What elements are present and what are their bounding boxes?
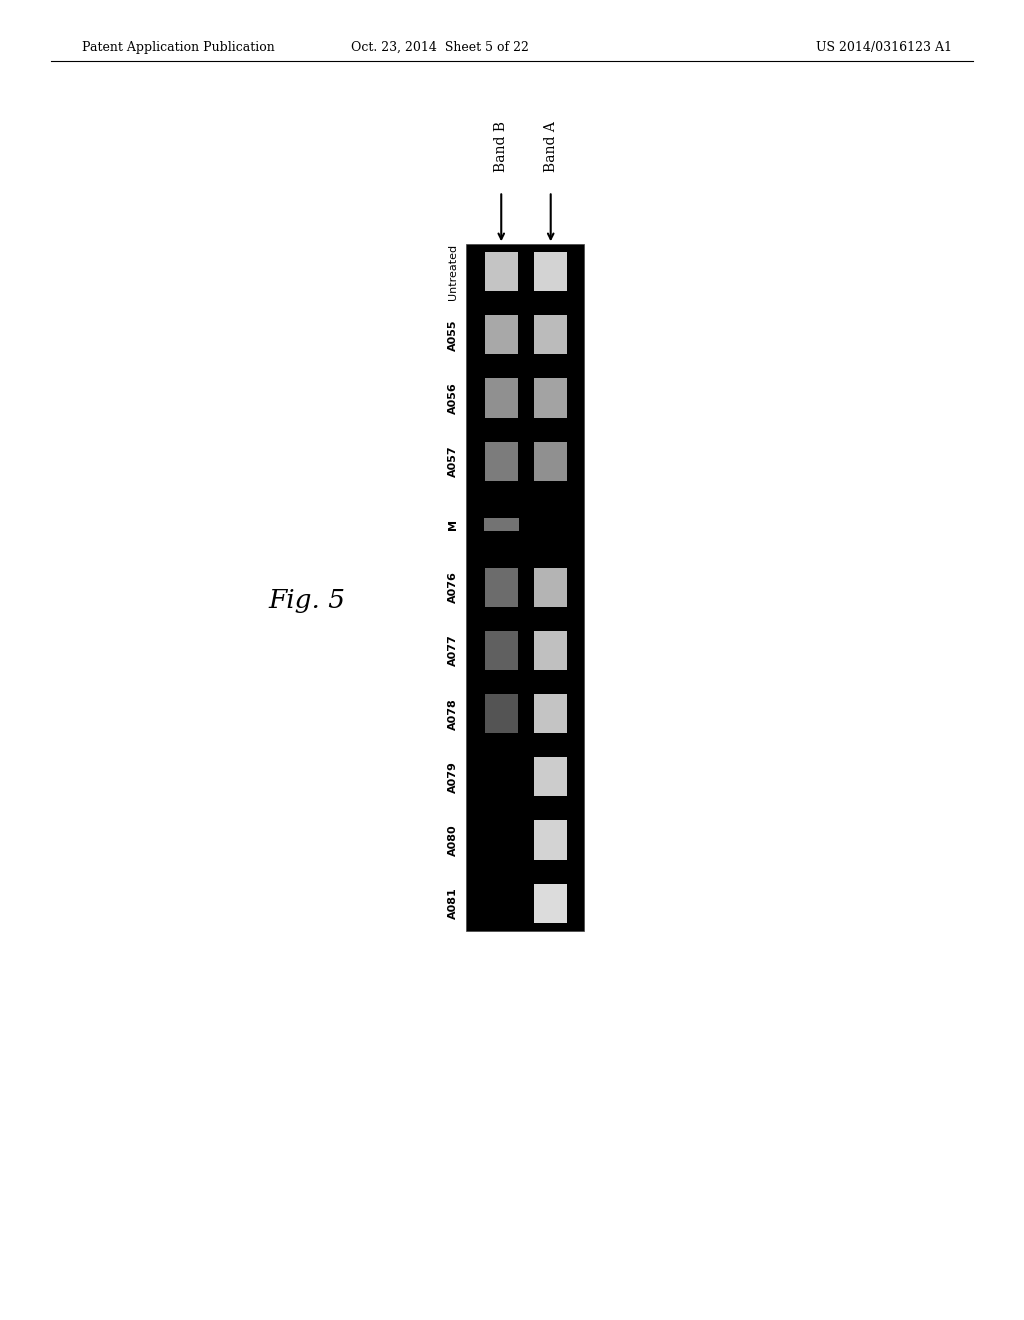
Text: A056: A056 xyxy=(447,381,458,414)
Text: US 2014/0316123 A1: US 2014/0316123 A1 xyxy=(816,41,952,54)
Text: Fig. 5: Fig. 5 xyxy=(268,589,346,612)
Text: A076: A076 xyxy=(447,572,458,603)
Text: A057: A057 xyxy=(447,445,458,477)
Text: Band A: Band A xyxy=(544,120,558,172)
Bar xyxy=(484,379,518,417)
Text: M: M xyxy=(447,519,458,529)
Bar xyxy=(503,517,519,531)
Bar xyxy=(484,694,518,734)
Bar xyxy=(466,244,584,931)
Bar xyxy=(535,758,567,796)
Text: Oct. 23, 2014  Sheet 5 of 22: Oct. 23, 2014 Sheet 5 of 22 xyxy=(351,41,529,54)
Text: A079: A079 xyxy=(447,760,458,793)
Bar xyxy=(484,631,518,671)
Bar xyxy=(535,883,567,923)
Bar xyxy=(484,315,518,354)
Bar xyxy=(535,379,567,417)
Bar xyxy=(535,252,567,292)
Bar xyxy=(484,252,518,292)
Bar xyxy=(535,315,567,354)
Bar xyxy=(535,631,567,671)
Text: A077: A077 xyxy=(447,635,458,667)
Bar xyxy=(535,568,567,607)
Text: Patent Application Publication: Patent Application Publication xyxy=(82,41,274,54)
Bar xyxy=(535,821,567,859)
Bar xyxy=(484,441,518,480)
Bar xyxy=(483,517,500,531)
Text: A055: A055 xyxy=(447,319,458,351)
Text: A078: A078 xyxy=(447,698,458,730)
Bar xyxy=(484,568,518,607)
Text: Band B: Band B xyxy=(495,120,508,172)
Text: A080: A080 xyxy=(447,824,458,855)
Bar xyxy=(493,517,510,531)
Text: Untreated: Untreated xyxy=(447,244,458,300)
Text: A081: A081 xyxy=(447,887,458,919)
Bar xyxy=(535,441,567,480)
Bar xyxy=(535,694,567,734)
